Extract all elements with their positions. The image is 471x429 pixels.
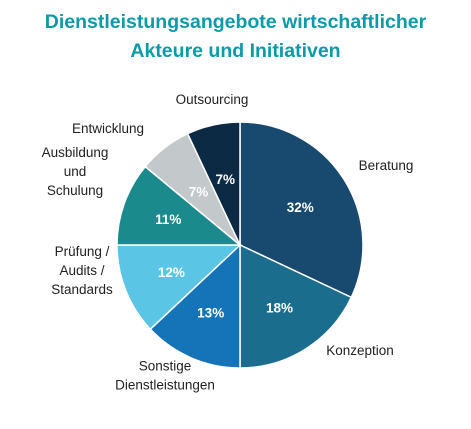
slice-category-label: Prüfung / Audits / Standards (51, 244, 113, 297)
slice-category-label: Outsourcing (176, 92, 249, 107)
pie-slice (186, 121, 241, 246)
slice-category-label: Ausbildung und Schulung (42, 145, 109, 198)
slice-category-label: Sonstige Dienstleistungen (115, 359, 215, 393)
slice-value-label: 32% (287, 200, 314, 215)
chart-title-line-2: Akteure und Initiativen (130, 40, 341, 62)
slice-value-label: 7% (215, 172, 235, 187)
slice-category-label: Entwicklung (72, 121, 144, 136)
slice-value-label: 7% (189, 185, 209, 200)
slice-value-label: 11% (155, 212, 181, 227)
pie-slice (116, 165, 243, 246)
pie-slice (239, 243, 353, 369)
pie-slice (149, 243, 241, 369)
chart-title-line-1: Dienstleistungsangebote wirtschaftlicher (44, 11, 427, 33)
pie-slice (116, 244, 242, 331)
slice-category-label: Konzeption (326, 343, 394, 358)
slice-value-label: 12% (158, 265, 185, 280)
slice-category-label: Beratung (359, 158, 414, 173)
slice-value-label: 18% (266, 300, 293, 315)
chart-title: Dienstleistungsangebote wirtschaftlicher… (0, 8, 471, 66)
pie-slice (239, 121, 364, 299)
slice-value-label: 13% (197, 306, 224, 321)
